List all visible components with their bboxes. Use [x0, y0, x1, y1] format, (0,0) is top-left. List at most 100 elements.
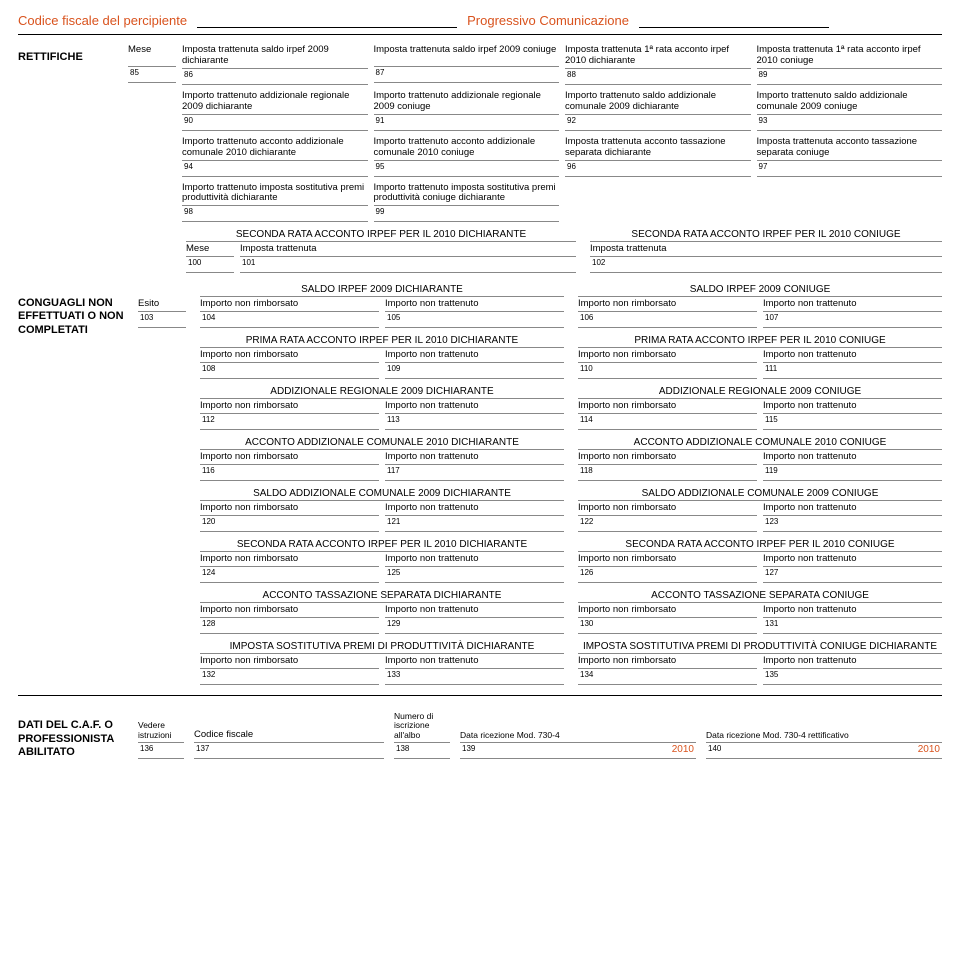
field[interactable]: 131: [763, 618, 942, 634]
field[interactable]: 89: [757, 69, 943, 85]
progressivo-field[interactable]: [639, 12, 829, 28]
n: 117: [387, 466, 400, 475]
cell-86: Imposta trattenuta saldo irpef 2009 dich…: [182, 45, 368, 85]
field[interactable]: 138: [394, 743, 450, 759]
n: 135: [765, 670, 778, 679]
field[interactable]: 115: [763, 414, 942, 430]
field[interactable]: 105: [385, 312, 564, 328]
field[interactable]: 128: [200, 618, 379, 634]
field[interactable]: 108: [200, 363, 379, 379]
n: 113: [387, 415, 400, 424]
n: 96: [567, 162, 576, 171]
field[interactable]: 110: [578, 363, 757, 379]
group-right: PRIMA RATA ACCONTO IRPEF PER IL 2010 CON…: [578, 334, 942, 379]
field[interactable]: 99: [374, 206, 560, 222]
field[interactable]: 127: [763, 567, 942, 583]
field[interactable]: 94: [182, 161, 368, 177]
group-left: SECONDA RATA ACCONTO IRPEF PER IL 2010 D…: [200, 538, 564, 583]
cell-139: Data ricezione Mod. 730-4 1392010: [460, 731, 696, 759]
cell-120: Importo non rimborsato 120: [200, 503, 379, 532]
n: 89: [759, 70, 768, 79]
field[interactable]: 112: [200, 414, 379, 430]
field[interactable]: 98: [182, 206, 368, 222]
cell-88: Imposta trattenuta 1ª rata acconto irpef…: [565, 45, 751, 85]
field[interactable]: 123: [763, 516, 942, 532]
field[interactable]: 87: [374, 67, 560, 83]
field[interactable]: 117: [385, 465, 564, 481]
conguagli-row: ACCONTO TASSAZIONE SEPARATA DICHIARANTE …: [138, 589, 942, 634]
group-header: IMPOSTA SOSTITUTIVA PREMI DI PRODUTTIVIT…: [200, 640, 564, 654]
cell-111: Importo non trattenuto 111: [763, 350, 942, 379]
n: 118: [580, 466, 593, 475]
field[interactable]: 91: [374, 115, 560, 131]
field[interactable]: 101: [240, 257, 576, 273]
footer-title: DATI DEL C.A.F. O PROFESSIONISTA ABILITA…: [18, 719, 128, 759]
group-left: ACCONTO ADDIZIONALE COMUNALE 2010 DICHIA…: [200, 436, 564, 481]
field[interactable]: 113: [385, 414, 564, 430]
field[interactable]: 118: [578, 465, 757, 481]
field[interactable]: 1402010: [706, 743, 942, 759]
field[interactable]: 96: [565, 161, 751, 177]
field[interactable]: 125: [385, 567, 564, 583]
lbl: Importo non trattenuto: [763, 605, 942, 618]
field[interactable]: 133: [385, 669, 564, 685]
field[interactable]: 109: [385, 363, 564, 379]
lbl: Importo non trattenuto: [763, 503, 942, 516]
page-top-header: Codice fiscale del percipiente Progressi…: [18, 12, 942, 28]
n: 114: [580, 415, 593, 424]
field[interactable]: 122: [578, 516, 757, 532]
group-right: IMPOSTA SOSTITUTIVA PREMI DI PRODUTTIVIT…: [578, 640, 942, 685]
field[interactable]: 90: [182, 115, 368, 131]
field[interactable]: 100: [186, 257, 234, 273]
n: 124: [202, 568, 215, 577]
field[interactable]: 85: [128, 67, 176, 83]
field[interactable]: 114: [578, 414, 757, 430]
n: 88: [567, 70, 576, 79]
field[interactable]: 134: [578, 669, 757, 685]
n: 122: [580, 517, 593, 526]
field[interactable]: 135: [763, 669, 942, 685]
field[interactable]: 137: [194, 743, 384, 759]
field[interactable]: 88: [565, 69, 751, 85]
lbl: Importo non trattenuto: [385, 503, 564, 516]
n: 127: [765, 568, 778, 577]
field[interactable]: 130: [578, 618, 757, 634]
field[interactable]: 104: [200, 312, 379, 328]
n: 102: [592, 258, 605, 267]
field[interactable]: 107: [763, 312, 942, 328]
field[interactable]: 86: [182, 69, 368, 85]
field[interactable]: 120: [200, 516, 379, 532]
group-right: SECONDA RATA ACCONTO IRPEF PER IL 2010 C…: [578, 538, 942, 583]
field[interactable]: 129: [385, 618, 564, 634]
lbl: Mese: [186, 244, 234, 257]
n: 109: [387, 364, 400, 373]
field[interactable]: 92: [565, 115, 751, 131]
field[interactable]: 124: [200, 567, 379, 583]
field[interactable]: 136: [138, 743, 184, 759]
field[interactable]: 106: [578, 312, 757, 328]
field[interactable]: 102: [590, 257, 942, 273]
field[interactable]: 111: [763, 363, 942, 379]
conguagli-row: PRIMA RATA ACCONTO IRPEF PER IL 2010 DIC…: [138, 334, 942, 379]
lbl: Importo non trattenuto: [385, 656, 564, 669]
field[interactable]: 1392010: [460, 743, 696, 759]
conguagli-section: CONGUAGLI NON EFFETTUATI O NON COMPLETAT…: [18, 283, 942, 690]
divider: [18, 695, 942, 696]
field[interactable]: 103: [138, 312, 186, 328]
cell-136: Vedere istruzioni 136: [138, 721, 184, 759]
codice-fiscale-field[interactable]: [197, 12, 457, 28]
lbl: Importo non rimborsato: [578, 452, 757, 465]
field[interactable]: 95: [374, 161, 560, 177]
cell-label: Imposta trattenuta 1ª rata acconto irpef…: [565, 45, 751, 69]
cell-label: Imposta trattenuta 1ª rata acconto irpef…: [757, 45, 943, 69]
cell-126: Importo non rimborsato 126: [578, 554, 757, 583]
field[interactable]: 119: [763, 465, 942, 481]
field[interactable]: 121: [385, 516, 564, 532]
cell-98: Importo trattenuto imposta sostitutiva p…: [182, 183, 368, 223]
field[interactable]: 132: [200, 669, 379, 685]
field[interactable]: 126: [578, 567, 757, 583]
field[interactable]: 93: [757, 115, 943, 131]
field[interactable]: 116: [200, 465, 379, 481]
cell-93: Importo trattenuto saldo addizionale com…: [757, 91, 943, 131]
field[interactable]: 97: [757, 161, 943, 177]
